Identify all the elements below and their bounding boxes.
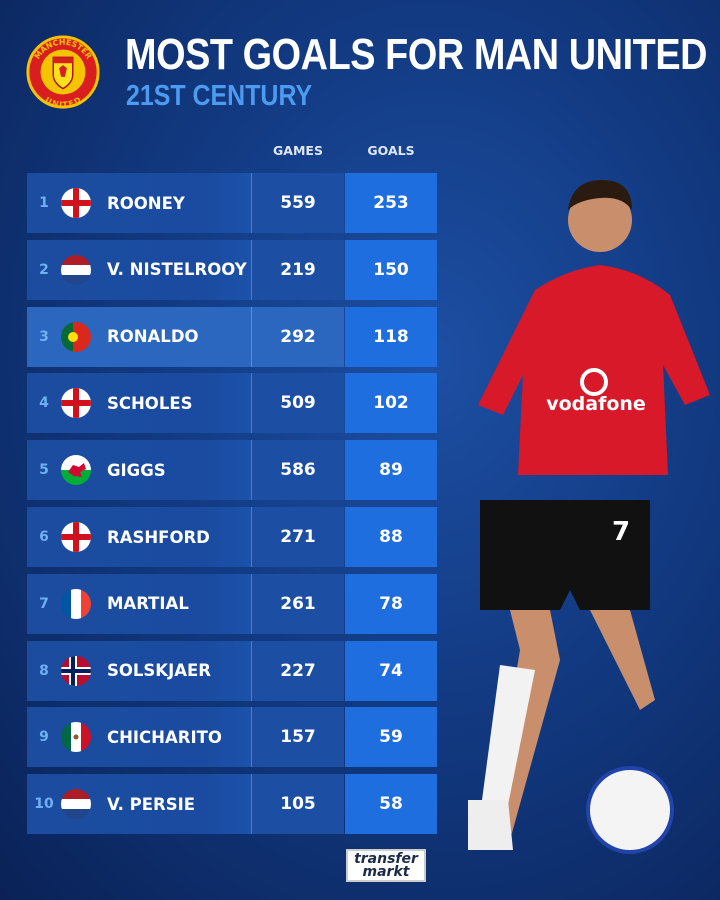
player-cell: 9 CHICHARITO: [27, 707, 252, 768]
logo-line-2: markt: [362, 864, 410, 880]
goals-value: 78: [345, 573, 437, 634]
player-photo: vodafone 7: [468, 180, 710, 854]
goals-value: 89: [345, 440, 437, 501]
goals-value: 102: [345, 373, 437, 434]
netherlands-flag-icon: [61, 254, 91, 285]
games-column-header: GAMES: [273, 143, 323, 158]
table-row: 7 MARTIAL 261 78: [27, 573, 437, 634]
games-value: 261: [252, 573, 344, 634]
table-row: 10 V. PERSIE 105 58: [27, 774, 437, 835]
rank: 9: [39, 729, 49, 746]
rank: 3: [39, 328, 49, 345]
goals-column-header: GOALS: [367, 143, 415, 158]
goals-value: 118: [345, 306, 437, 367]
table-row: 5 GIGGS 586 89: [27, 440, 437, 501]
player-cell: 8 SOLSKJAER: [27, 640, 252, 701]
table-row: 9 CHICHARITO 157 59: [27, 707, 437, 768]
goals-value: 253: [345, 173, 437, 233]
player-name: RONALDO: [107, 327, 199, 347]
mexico-flag-icon: [61, 722, 91, 753]
rank: 10: [34, 796, 54, 813]
player-cell: 2 V. NISTELROOY: [27, 239, 252, 300]
table-row: 6 RASHFORD 271 88: [27, 507, 437, 567]
games-value: 559: [252, 173, 344, 233]
england-flag-icon: [61, 188, 91, 218]
player-name: ROONEY: [107, 193, 185, 213]
transfermarkt-logo: transfer markt: [346, 849, 426, 882]
goals-value: 59: [345, 707, 437, 768]
netherlands-flag-icon: [61, 789, 91, 820]
table-row: 2 V. NISTELROOY 219 150: [27, 239, 437, 300]
rank: 1: [39, 195, 49, 211]
games-value: 105: [252, 774, 344, 835]
rank: 7: [39, 595, 49, 612]
player-name: SCHOLES: [107, 393, 193, 413]
goals-value: 150: [345, 239, 437, 300]
player-cell: 7 MARTIAL: [27, 573, 252, 634]
player-cell: 1 ROONEY: [27, 173, 252, 233]
rank: 6: [39, 529, 49, 545]
norway-flag-icon: [61, 655, 91, 686]
logo-line-1: transfer: [354, 851, 418, 867]
england-flag-icon: [61, 388, 91, 419]
table-row: 1 ROONEY 559 253: [27, 173, 437, 233]
manchester-united-crest: MANCHESTER UNITED: [26, 35, 100, 109]
rank: 5: [39, 462, 49, 479]
games-value: 586: [252, 440, 344, 501]
goals-value: 58: [345, 774, 437, 835]
rank: 4: [39, 395, 49, 412]
shirt-number: 7: [612, 517, 630, 547]
france-flag-icon: [61, 588, 91, 619]
sponsor-text: vodafone: [546, 393, 646, 415]
crest-text-bottom-path: UNITED: [44, 95, 83, 109]
rank: 8: [39, 662, 49, 679]
player-name: GIGGS: [107, 460, 166, 480]
player-cell: 5 GIGGS: [27, 440, 252, 501]
player-name: V. NISTELROOY: [107, 260, 247, 280]
player-name: MARTIAL: [107, 594, 189, 614]
england-flag-icon: [61, 522, 91, 552]
page-title: MOST GOALS FOR MAN UNITED: [125, 30, 708, 79]
games-value: 219: [252, 239, 344, 300]
table-row: 3 RONALDO 292 118: [27, 306, 437, 367]
player-cell: 4 SCHOLES: [27, 373, 252, 434]
table-row: 4 SCHOLES 509 102: [27, 373, 437, 434]
player-name: CHICHARITO: [107, 727, 222, 747]
goals-value: 88: [345, 507, 437, 567]
page-subtitle: 21ST CENTURY: [126, 80, 313, 112]
crest-text-bottom: UNITED: [44, 95, 83, 109]
player-cell: 10 V. PERSIE: [27, 774, 252, 835]
table-row: 8 SOLSKJAER 227 74: [27, 640, 437, 701]
player-cell: 3 RONALDO: [27, 306, 252, 367]
games-value: 227: [252, 640, 344, 701]
games-value: 292: [252, 306, 344, 367]
wales-flag-icon: [61, 455, 91, 486]
rank: 2: [39, 261, 49, 278]
player-name: V. PERSIE: [107, 794, 196, 814]
portugal-flag-icon: [61, 321, 91, 352]
player-cell: 6 RASHFORD: [27, 507, 252, 567]
games-value: 157: [252, 707, 344, 768]
games-value: 271: [252, 507, 344, 567]
goals-value: 74: [345, 640, 437, 701]
games-value: 509: [252, 373, 344, 434]
player-name: RASHFORD: [107, 527, 210, 547]
player-name: SOLSKJAER: [107, 661, 211, 681]
